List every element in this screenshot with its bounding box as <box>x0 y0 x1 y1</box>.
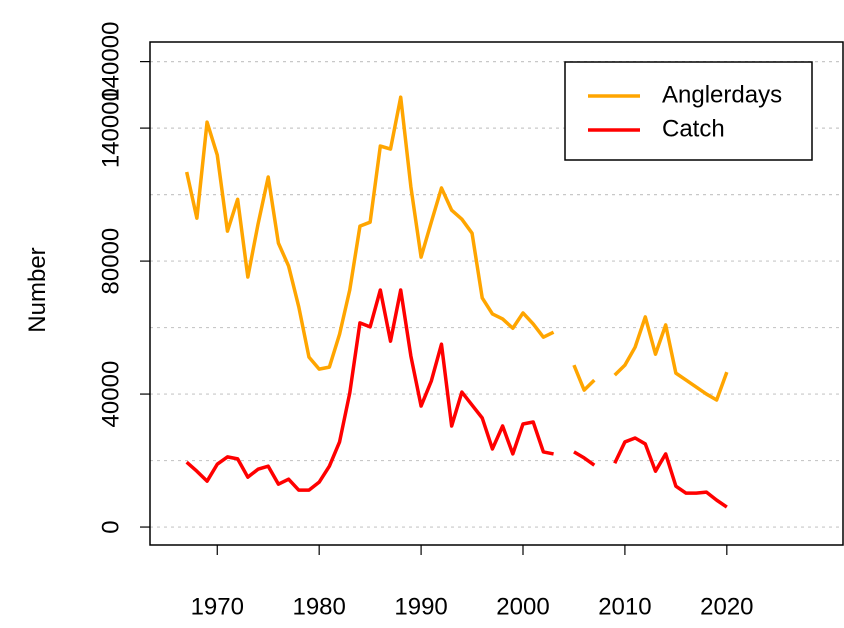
y-tick-label: 140000 <box>97 88 124 168</box>
data-line <box>185 288 728 509</box>
legend-label: Catch <box>662 115 725 142</box>
x-tick-label: 2010 <box>598 593 651 620</box>
data-line <box>184 95 729 402</box>
x-tick-label: 1980 <box>292 593 345 620</box>
y-tick-label: 140000 <box>97 22 124 102</box>
y-tick-label: 80000 <box>97 228 124 295</box>
x-tick-label: 2000 <box>496 593 549 620</box>
plot-frame <box>149 41 844 546</box>
legend: Anglerdays Catch <box>564 61 813 161</box>
x-tick-label: 2020 <box>700 593 753 620</box>
x-tick-label: 1970 <box>191 593 244 620</box>
y-tick-label: 0 <box>97 520 124 533</box>
y-tick-label: 40000 <box>97 361 124 428</box>
x-tick-label: 1990 <box>394 593 447 620</box>
y-axis-label: Number <box>24 247 51 332</box>
legend-box <box>564 61 813 161</box>
legend-label: Anglerdays <box>662 81 782 108</box>
